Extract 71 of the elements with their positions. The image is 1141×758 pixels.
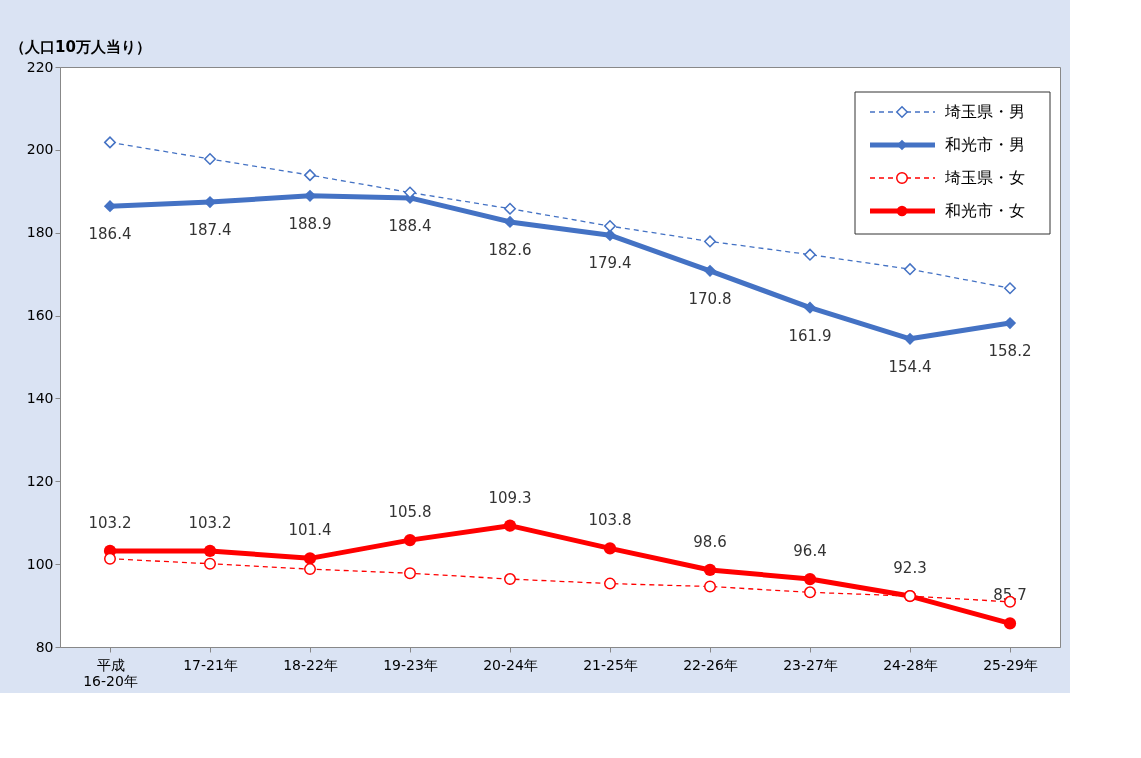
data-label: 188.9 bbox=[288, 214, 332, 233]
point bbox=[503, 215, 517, 229]
point bbox=[204, 557, 216, 570]
x-tick-label: 23-27年 bbox=[783, 656, 838, 673]
legend-label: 和光市・女 bbox=[945, 201, 1025, 220]
point bbox=[104, 136, 116, 149]
point bbox=[1004, 282, 1016, 295]
point bbox=[203, 544, 217, 557]
point bbox=[804, 248, 816, 261]
data-label: 103.2 bbox=[88, 513, 132, 532]
point bbox=[204, 152, 216, 165]
data-label: 103.2 bbox=[188, 513, 232, 532]
point bbox=[603, 229, 617, 242]
data-label: 105.8 bbox=[388, 503, 432, 522]
data-label: 96.4 bbox=[793, 542, 827, 561]
x-tick-label: 24-28年 bbox=[883, 656, 938, 673]
point bbox=[803, 301, 817, 314]
data-label: 98.6 bbox=[693, 532, 727, 551]
y-tick-label: 180 bbox=[26, 224, 54, 241]
x-tick-label: 21-25年 bbox=[583, 656, 638, 673]
y-tick-label: 220 bbox=[26, 58, 54, 75]
point bbox=[704, 580, 716, 593]
data-label: 158.2 bbox=[988, 342, 1032, 361]
point bbox=[704, 235, 716, 248]
legend-label: 埼玉県・男 bbox=[944, 102, 1025, 121]
point bbox=[504, 573, 516, 586]
point bbox=[304, 563, 316, 576]
point bbox=[304, 169, 316, 182]
y-tick-label: 200 bbox=[26, 141, 54, 158]
data-label: 179.4 bbox=[588, 254, 632, 273]
point bbox=[403, 534, 417, 547]
data-label: 103.8 bbox=[588, 511, 632, 530]
data-label: 109.3 bbox=[488, 488, 532, 507]
data-label: 154.4 bbox=[888, 357, 932, 376]
x-tick-label: 17-21年 bbox=[183, 656, 238, 673]
point bbox=[404, 567, 416, 580]
legend-label: 埼玉県・女 bbox=[944, 168, 1025, 187]
legend-label: 和光市・男 bbox=[945, 135, 1025, 154]
x-tick-label: 25-29年 bbox=[983, 656, 1038, 673]
point bbox=[1003, 617, 1017, 630]
point bbox=[1003, 316, 1017, 330]
point bbox=[503, 519, 517, 532]
y-axis-title: （人口10万人当り） bbox=[10, 38, 151, 56]
point bbox=[303, 552, 317, 565]
x-tick-label: 平成 16-20年 bbox=[83, 656, 138, 689]
point bbox=[603, 542, 617, 555]
data-label: 92.3 bbox=[893, 559, 927, 578]
data-label: 101.4 bbox=[288, 521, 332, 540]
y-tick-label: 120 bbox=[26, 472, 54, 489]
point bbox=[703, 563, 717, 577]
y-tick-label: 80 bbox=[35, 638, 54, 655]
point bbox=[904, 263, 916, 276]
point bbox=[803, 572, 817, 586]
x-tick-label: 20-24年 bbox=[483, 656, 538, 673]
x-tick-label: 19-23年 bbox=[383, 656, 438, 673]
point bbox=[504, 202, 516, 215]
point bbox=[903, 332, 917, 345]
x-tick-label: 18-22年 bbox=[283, 656, 338, 673]
data-label: 188.4 bbox=[388, 216, 432, 235]
point bbox=[703, 264, 717, 277]
data-label: 170.8 bbox=[688, 289, 732, 308]
x-tick-label: 22-26年 bbox=[683, 656, 738, 673]
data-label: 182.6 bbox=[488, 240, 532, 259]
point bbox=[604, 577, 616, 590]
y-tick-label: 100 bbox=[26, 555, 54, 572]
y-tick-label: 140 bbox=[26, 389, 54, 406]
point bbox=[804, 586, 816, 599]
data-label: 186.4 bbox=[88, 225, 132, 244]
data-label: 161.9 bbox=[788, 326, 832, 345]
y-tick-label: 160 bbox=[26, 307, 54, 324]
data-label: 187.4 bbox=[188, 221, 232, 240]
